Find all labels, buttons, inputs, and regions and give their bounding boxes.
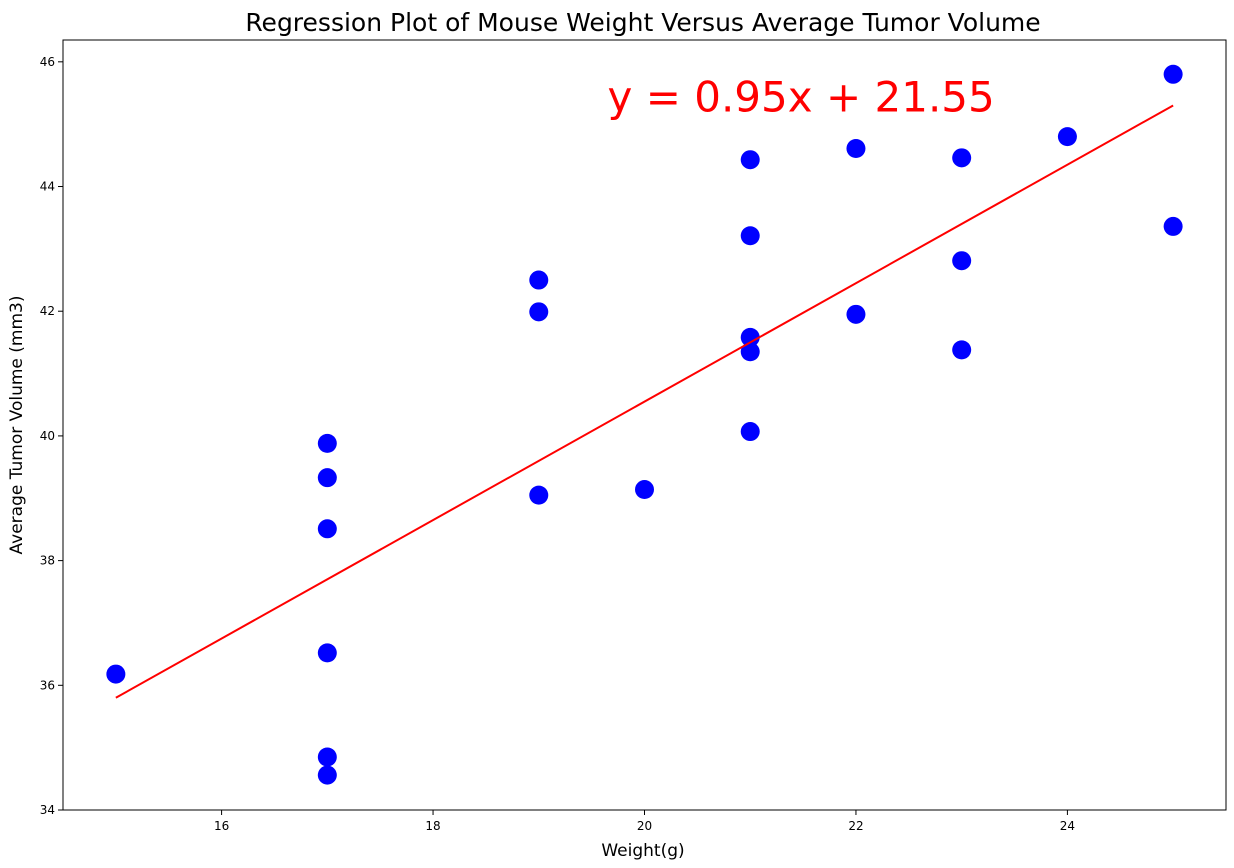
data-point: [317, 433, 337, 453]
data-point: [317, 519, 337, 539]
x-tick-label: 18: [425, 819, 440, 833]
data-point: [317, 643, 337, 663]
y-tick-label: 44: [40, 180, 55, 194]
x-tick-label: 20: [637, 819, 652, 833]
plot-frame: [62, 39, 1227, 811]
x-axis-ticks: 16 18 20 22 24: [214, 810, 1075, 833]
data-point: [952, 148, 972, 168]
data-point: [529, 485, 549, 505]
data-point: [1057, 127, 1077, 147]
data-point: [1163, 64, 1183, 84]
y-axis-ticks: 34 36 38 40 42 44 46: [40, 55, 63, 817]
data-point: [740, 327, 760, 347]
data-point: [529, 302, 549, 322]
data-point: [740, 150, 760, 170]
y-tick-label: 36: [40, 678, 55, 692]
data-point: [952, 340, 972, 360]
data-point: [740, 342, 760, 362]
regression-line-group: [115, 104, 1174, 699]
data-point: [740, 422, 760, 442]
y-tick-label: 46: [40, 55, 55, 69]
x-tick-label: 16: [214, 819, 229, 833]
y-tick-label: 38: [40, 554, 55, 568]
regression-equation-label: y = 0.95x + 21.55: [607, 73, 994, 122]
data-point: [952, 251, 972, 271]
data-point: [317, 765, 337, 785]
y-axis-label: Average Tumor Volume (mm3): [7, 296, 27, 555]
y-tick-label: 40: [40, 429, 55, 443]
chart-title: Regression Plot of Mouse Weight Versus A…: [245, 8, 1040, 37]
x-tick-label: 24: [1060, 819, 1075, 833]
data-point: [846, 304, 866, 324]
y-tick-label: 42: [40, 304, 55, 318]
data-point: [1163, 216, 1183, 236]
data-points: [106, 64, 1183, 785]
data-point: [106, 664, 126, 684]
y-tick-label: 34: [40, 803, 55, 817]
x-tick-label: 22: [848, 819, 863, 833]
x-axis-label: Weight(g): [601, 841, 684, 861]
data-point: [317, 468, 337, 488]
data-point: [317, 747, 337, 767]
data-point: [846, 138, 866, 158]
regression-line: [115, 104, 1174, 699]
data-point: [740, 226, 760, 246]
data-point: [529, 270, 549, 290]
data-point: [635, 480, 654, 500]
